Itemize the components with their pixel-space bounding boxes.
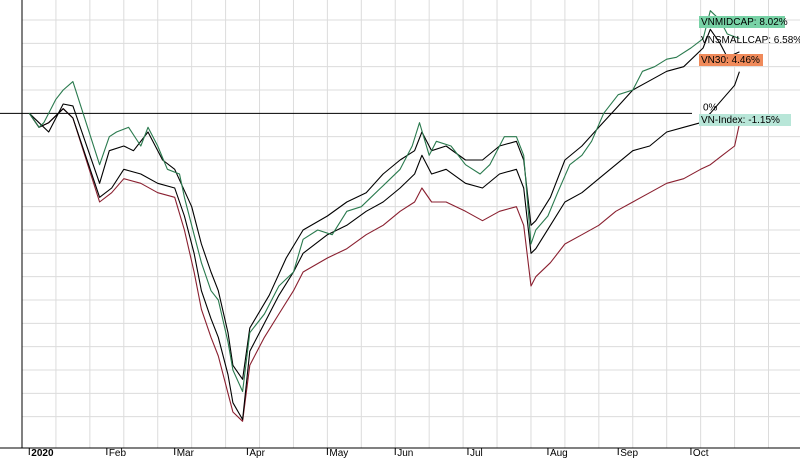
x-tick-label-5: Jun — [397, 448, 413, 458]
legend-badge-vnmidcap — [699, 16, 785, 28]
x-tick-label-1: Feb — [109, 448, 127, 458]
series-line-vn30 — [28, 71, 740, 421]
legend-badge-vn-index — [699, 114, 791, 126]
series-line-vnsmallcap — [28, 28, 740, 380]
series-layer — [28, 10, 740, 422]
x-tick-label-8: Sep — [620, 448, 638, 458]
x-tick-label-0: 2020 — [31, 448, 54, 458]
legend-label-vnmidcap: VNMIDCAP: 8.02% — [701, 17, 788, 28]
legend-layer: VNMIDCAP: 8.02% VNSMALLCAP: 6.58% VN30: 4.… — [699, 16, 800, 126]
grid-layer — [22, 0, 800, 448]
x-tick-label-9: Oct — [693, 448, 709, 458]
legend-label-vnsmallcap: VNSMALLCAP: 6.58% — [701, 35, 800, 46]
series-line-vn-index — [28, 108, 740, 422]
x-tick-label-3: Apr — [249, 448, 265, 458]
legend-label-vn30: VN30: 4.46% — [701, 55, 760, 66]
x-tick-label-6: Jul — [470, 448, 483, 458]
legend-badge-vn30 — [699, 54, 763, 66]
x-tick-label-2: Mar — [177, 448, 195, 458]
zero-label: 0% — [703, 102, 718, 113]
zero-line-layer: 0% — [0, 102, 718, 114]
series-line-vnmidcap — [28, 10, 740, 393]
x-tick-label-4: May — [329, 448, 348, 458]
legend-label-vn-index: VN-Index: -1.15% — [701, 115, 780, 126]
x-tick-label-7: Aug — [550, 448, 568, 458]
